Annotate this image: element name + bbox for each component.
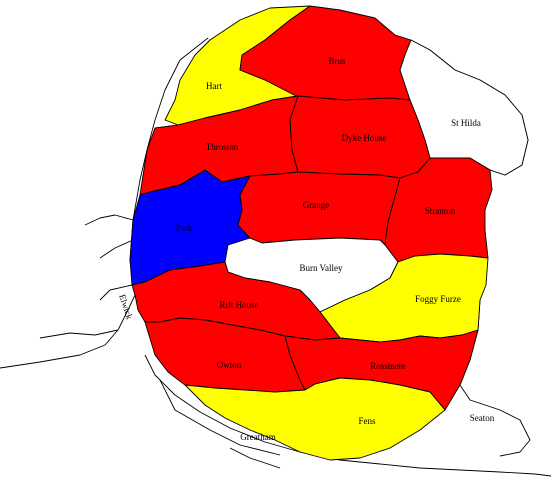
label-park: Park: [176, 223, 193, 233]
label-brus: Brus: [328, 56, 346, 66]
label-grange: Grange: [303, 200, 330, 210]
label-throston: Throston: [206, 142, 239, 152]
label-burn-valley: Burn Valley: [299, 263, 343, 273]
ward-fens[interactable]: [184, 377, 446, 461]
label-st-hilda: St Hilda: [451, 118, 481, 128]
label-greatham: Greatham: [240, 432, 275, 442]
label-seaton: Seaton: [470, 413, 495, 423]
label-elwick: Elwick: [117, 293, 135, 321]
ward-st-hilda[interactable]: [399, 39, 529, 176]
label-fens: Fens: [358, 416, 376, 426]
label-dyke-house: Dyke House: [342, 133, 387, 143]
label-owton: Owton: [217, 360, 242, 370]
label-rossmere: Rossmere: [370, 361, 406, 371]
label-hart: Hart: [206, 81, 222, 91]
label-foggy-furze: Foggy Furze: [415, 294, 461, 304]
label-rift-house: Rift House: [219, 300, 258, 310]
label-stranton: Stranton: [425, 206, 456, 216]
